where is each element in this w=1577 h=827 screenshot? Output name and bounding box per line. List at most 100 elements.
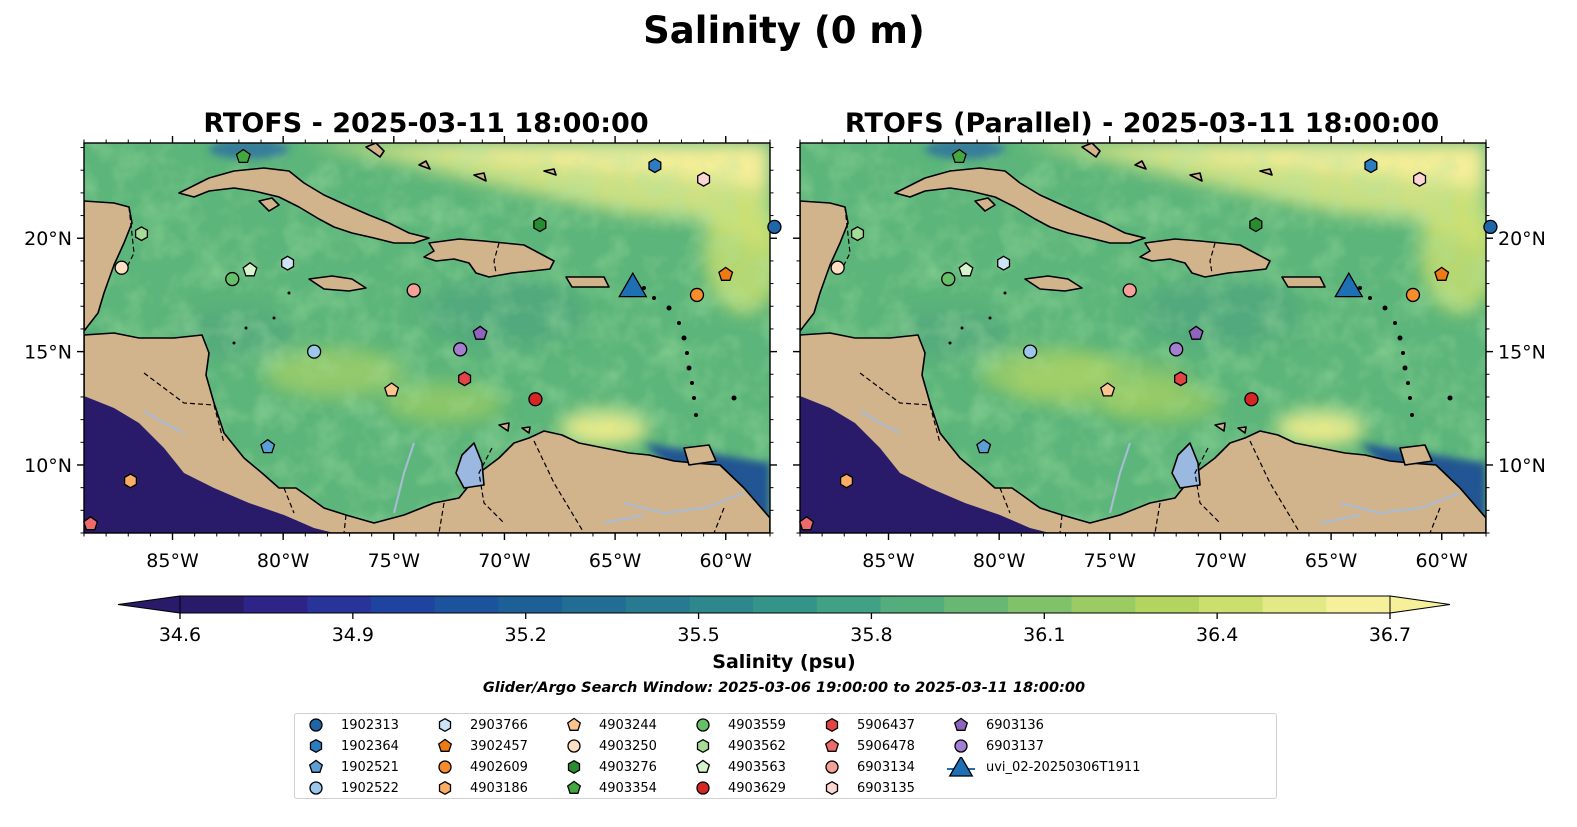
legend-item: 4903244 (559, 715, 657, 735)
x-tick-label: 75°W (368, 550, 421, 572)
search-window-note: Glider/Argo Search Window: 2025-03-06 19… (483, 680, 1085, 696)
x-tick-label: 85°W (862, 550, 915, 572)
legend-label: 6903137 (986, 738, 1044, 754)
circle-icon (309, 781, 323, 795)
legend-label: uvi_02-20250306T1911 (986, 759, 1141, 775)
float-marker (689, 287, 705, 303)
pentagon-icon (308, 759, 324, 773)
legend-item: 4903629 (688, 778, 786, 798)
panel-title: RTOFS (Parallel) - 2025-03-11 18:00:00 (845, 108, 1439, 139)
legend-marker (824, 738, 840, 752)
hexagon-icon (438, 780, 452, 796)
legend-marker (438, 780, 452, 796)
x-tick-label: 60°W (1416, 550, 1469, 572)
hexagon-icon (825, 717, 839, 733)
pentagon-icon (824, 738, 840, 752)
x-tick-label: 70°W (478, 550, 531, 572)
legend-label: 4903186 (470, 780, 528, 796)
colorbar-segment (753, 596, 818, 613)
pentagon-icon (566, 780, 582, 794)
colorbar-segment (1262, 596, 1327, 613)
float-marker (225, 271, 240, 287)
float-marker (123, 473, 138, 489)
legend-item: 6903135 (817, 778, 915, 798)
legend-marker (825, 760, 839, 774)
legend-label: 1902522 (341, 780, 399, 796)
hexagon-icon (438, 717, 452, 733)
float-marker (260, 438, 276, 454)
colorbar-segment (1071, 596, 1136, 613)
colorbar-segment (180, 596, 245, 613)
float-marker (799, 515, 815, 531)
legend-marker (566, 780, 582, 794)
legend-marker (308, 759, 324, 773)
colorbar-segment (371, 596, 436, 613)
legend-label: 1902364 (341, 738, 399, 754)
colorbar-segment (1135, 596, 1200, 613)
float-marker (1174, 371, 1188, 387)
legend-marker (696, 718, 710, 732)
float-marker (1413, 171, 1427, 187)
legend-marker (567, 759, 581, 775)
legend-marker (954, 739, 968, 753)
legend-marker (309, 718, 323, 732)
hexagon-icon (567, 759, 581, 775)
y-tick-label: 20°N (1498, 228, 1546, 250)
legend-label: 4903244 (599, 717, 657, 733)
triangle-icon (947, 757, 975, 777)
float-marker (528, 392, 543, 407)
colorbar-tick-label: 34.6 (159, 624, 201, 646)
map-frame (83, 142, 771, 534)
colorbar-segment (1326, 596, 1391, 613)
legend-marker (566, 717, 582, 731)
legend-marker (438, 760, 452, 774)
colorbar-tick-label: 36.7 (1369, 624, 1411, 646)
legend-item: 4903250 (559, 736, 657, 756)
x-tick-label: 80°W (257, 550, 310, 572)
legend-item: 5906478 (817, 736, 915, 756)
pentagon-icon (566, 717, 582, 731)
y-tick-label: 15°N (24, 342, 72, 364)
legend-marker (825, 717, 839, 733)
float-marker (306, 344, 322, 359)
x-tick-label: 85°W (146, 550, 199, 572)
colorbar-tick-label: 35.8 (850, 624, 892, 646)
legend-label: 6903135 (857, 780, 915, 796)
x-tick-label: 75°W (1084, 550, 1137, 572)
legend-item: 1902521 (301, 757, 399, 777)
pentagon-icon (437, 738, 453, 752)
legend-item: 3902457 (430, 736, 528, 756)
colorbar-extend-min (117, 595, 181, 614)
float-marker (1405, 287, 1421, 303)
legend-label: 5906478 (857, 738, 915, 754)
float-marker (114, 260, 129, 275)
legend-marker (437, 738, 453, 752)
colorbar-segment (434, 596, 500, 613)
float-marker (830, 260, 845, 275)
colorbar-segment (243, 596, 308, 613)
float-marker (1364, 158, 1378, 174)
legend-item: 6903136 (946, 715, 1044, 735)
float-marker (718, 266, 734, 281)
float-marker (1188, 325, 1204, 340)
panel-title: RTOFS - 2025-03-11 18:00:00 (203, 108, 648, 139)
legend-marker (438, 717, 452, 733)
legend-label: 3902457 (470, 738, 528, 754)
x-tick-label: 60°W (700, 550, 753, 572)
legend-item: uvi_02-20250306T1911 (946, 757, 1140, 777)
map-panel-parallel: RTOFS (Parallel) - 2025-03-11 18:00:00 8… (793, 108, 1546, 572)
legend-marker (696, 781, 710, 795)
circle-icon (696, 781, 710, 795)
legend-label: 4903629 (728, 780, 786, 796)
legend-item: 6903134 (817, 757, 915, 777)
colorbar: 34.6 34.9 35.2 35.5 35.8 36.1 36.4 36.7 Salinit… (117, 595, 1451, 673)
colorbar-segment (498, 596, 563, 613)
legend-label: 6903134 (857, 759, 915, 775)
float-marker (235, 148, 251, 164)
legend-item: 4903276 (559, 757, 657, 777)
legend-item: 6903137 (946, 736, 1044, 756)
x-tick-label: 70°W (1194, 550, 1247, 572)
hexagon-icon (696, 738, 710, 754)
legend-label: 4902609 (470, 759, 528, 775)
